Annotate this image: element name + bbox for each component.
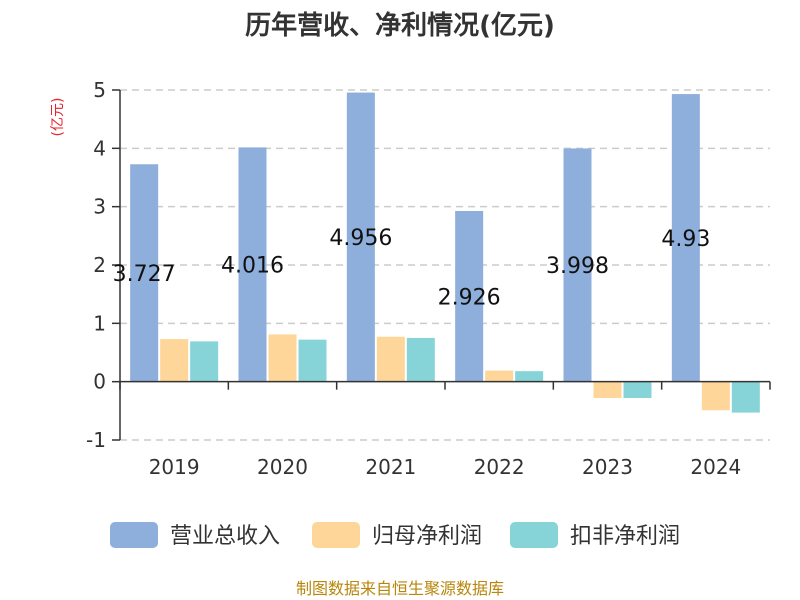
bar	[563, 148, 592, 382]
bar	[671, 94, 700, 382]
data-label: 4.016	[221, 254, 284, 279]
legend-label: 营业总收入	[170, 524, 280, 549]
y-tick-label: 5	[93, 78, 106, 102]
axes	[112, 89, 771, 441]
y-tick-label: 0	[93, 370, 106, 394]
bars	[130, 92, 760, 413]
bar	[485, 370, 514, 382]
y-axis-ticks: 5 4 3 2 1 0 -1	[86, 78, 106, 452]
legend-swatch	[510, 522, 558, 548]
x-tick-label: 2021	[365, 455, 416, 479]
data-labels: 3.727 4.016 4.956 2.926 3.998 4.93	[113, 226, 711, 310]
x-tick-label: 2019	[149, 455, 200, 479]
x-tick-label: 2022	[474, 455, 525, 479]
bar	[623, 381, 652, 398]
y-tick-label: -1	[86, 428, 106, 452]
data-label: 4.93	[661, 227, 710, 252]
data-label: 3.727	[113, 262, 176, 287]
bar	[238, 147, 267, 382]
y-tick-label: 4	[93, 136, 106, 160]
y-unit-label: (亿元)	[50, 98, 66, 137]
y-tick-label: 3	[93, 195, 106, 219]
bar	[346, 92, 375, 382]
data-label: 4.956	[329, 226, 392, 251]
bar	[406, 337, 435, 382]
bar	[731, 381, 760, 413]
source-note: 制图数据来自恒生聚源数据库	[296, 579, 504, 598]
legend-swatch	[312, 522, 360, 548]
x-axis-ticks: 2019 2020 2021 2022 2023 2024	[149, 455, 742, 479]
x-tick-label: 2023	[582, 455, 633, 479]
bar	[593, 381, 622, 398]
legend-swatch	[110, 522, 158, 548]
bar	[268, 334, 297, 382]
bar	[455, 210, 484, 382]
legend: 营业总收入 归母净利润 扣非净利润	[110, 522, 680, 549]
bar	[376, 336, 405, 382]
data-label: 3.998	[546, 254, 609, 279]
gridlines	[120, 89, 770, 441]
legend-label: 扣非净利润	[570, 524, 680, 549]
bar	[515, 371, 544, 382]
y-tick-label: 2	[93, 253, 106, 277]
y-tick-label: 1	[93, 311, 106, 335]
bar	[298, 339, 327, 382]
x-tick-label: 2020	[257, 455, 308, 479]
x-tick-label: 2024	[690, 455, 741, 479]
data-label: 2.926	[438, 285, 501, 310]
bar	[160, 339, 189, 382]
bar	[130, 164, 159, 382]
chart-title: 历年营收、净利情况(亿元)	[245, 10, 555, 41]
bar	[190, 341, 219, 382]
bar	[701, 381, 730, 411]
legend-label: 归母净利润	[372, 524, 482, 549]
